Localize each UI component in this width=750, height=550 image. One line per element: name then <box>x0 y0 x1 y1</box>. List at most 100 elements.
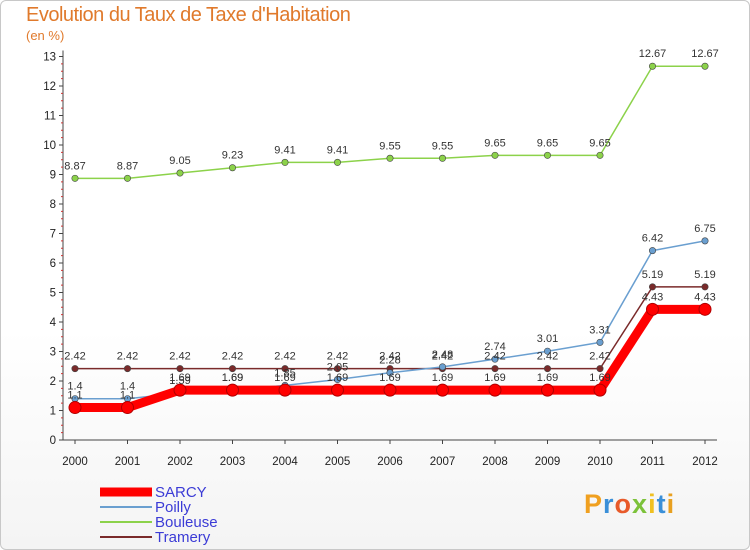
data-point <box>71 174 79 182</box>
data-point <box>491 355 499 363</box>
data-point <box>333 376 341 384</box>
data-point <box>121 401 134 415</box>
x-tick-label: 2012 <box>692 456 718 468</box>
data-label: 1.4 <box>67 381 82 393</box>
data-label: 1.69 <box>327 372 348 384</box>
data-point <box>176 365 184 373</box>
data-point <box>596 365 604 373</box>
legend-label: Tramery <box>155 529 211 546</box>
x-tick-label: 2004 <box>272 456 298 468</box>
data-label: 9.55 <box>379 140 400 152</box>
y-tick-label: 13 <box>43 52 56 64</box>
y-tick-label: 2 <box>50 376 56 388</box>
data-point <box>383 383 397 397</box>
data-point <box>68 401 82 415</box>
data-label: 2.42 <box>327 351 348 363</box>
data-point <box>698 302 712 316</box>
y-tick-label: 8 <box>50 199 56 211</box>
data-point <box>278 383 292 397</box>
data-label: 1.69 <box>484 372 505 384</box>
data-point <box>333 365 341 373</box>
x-tick-label: 2006 <box>377 456 403 468</box>
data-label: 9.65 <box>589 137 610 149</box>
data-point <box>488 383 502 397</box>
data-label: 4.43 <box>642 291 663 303</box>
data-point <box>593 383 607 397</box>
data-label: 9.41 <box>327 144 348 156</box>
data-label: 1.69 <box>222 372 243 384</box>
data-label: 1.69 <box>222 372 243 384</box>
data-label: 6.42 <box>642 233 663 245</box>
data-label: 2.42 <box>64 351 85 363</box>
x-tick-label: 2005 <box>325 456 351 468</box>
series-layer <box>68 62 712 415</box>
data-label: 1.4 <box>120 381 135 393</box>
data-point <box>438 363 446 371</box>
x-tick-label: 2008 <box>482 456 508 468</box>
data-label: 2.42 <box>484 351 505 363</box>
data-label: 2.42 <box>537 351 558 363</box>
y-tick-label: 6 <box>50 258 56 270</box>
data-label: 9.65 <box>537 137 558 149</box>
y-tick-label: 0 <box>50 435 56 447</box>
legend-label: SARCY <box>155 484 207 501</box>
data-point <box>386 369 394 377</box>
data-label: 9.55 <box>432 140 453 152</box>
data-label: 2.42 <box>274 351 295 363</box>
data-label: 1.69 <box>274 372 295 384</box>
data-point <box>701 237 709 245</box>
y-tick-label: 3 <box>50 347 56 359</box>
data-point <box>648 62 656 70</box>
data-point <box>648 247 656 255</box>
data-label: 2.48 <box>432 349 453 361</box>
logo-letter: r <box>603 489 615 519</box>
x-tick-label: 2007 <box>430 456 456 468</box>
data-label: 12.67 <box>639 48 667 60</box>
x-tick-label: 2003 <box>220 456 246 468</box>
data-point <box>491 365 499 373</box>
data-labels-layer: 1.1 1.11.69 1.69 1.69 1.69 1.69 1.69 1.69 1.69 1.… <box>64 48 718 401</box>
y-tick-label: 4 <box>50 317 57 329</box>
data-point <box>281 365 289 373</box>
x-tick-label: 2000 <box>62 456 88 468</box>
data-label: 1.69 <box>432 372 453 384</box>
data-label: 12.67 <box>691 48 719 60</box>
series-bouleuse <box>71 62 709 182</box>
logo-letter: o <box>614 489 633 519</box>
y-tick-label: 10 <box>43 140 56 152</box>
x-tick-label: 2011 <box>640 456 665 468</box>
x-tick-label: 2002 <box>167 456 193 468</box>
y-tick-label: 12 <box>43 81 56 93</box>
data-point <box>281 158 289 166</box>
data-label: 2.28 <box>379 355 400 367</box>
data-point <box>541 383 554 397</box>
data-label: 2.74 <box>484 341 505 353</box>
data-label: 9.23 <box>222 150 243 162</box>
data-label: 4.43 <box>694 291 715 303</box>
data-point <box>701 62 709 70</box>
logo-letter: P <box>584 489 604 519</box>
legend-label: Bouleuse <box>155 514 218 531</box>
data-label: 2.42 <box>117 351 138 363</box>
data-point <box>386 154 394 162</box>
logo-letter: x <box>632 489 649 519</box>
chart-subtitle: (en %) <box>26 28 65 43</box>
chart-title: Evolution du Taux de Taxe d'Habitation <box>26 4 351 26</box>
data-label: 6.75 <box>694 223 715 235</box>
y-tick-label: 7 <box>50 229 56 241</box>
data-point <box>124 174 132 182</box>
data-label: 1.1 <box>120 390 135 402</box>
logo-letter: t <box>656 489 667 519</box>
data-point <box>333 158 341 166</box>
data-label: 8.87 <box>117 160 138 172</box>
data-label: 3.31 <box>589 324 610 336</box>
data-point <box>491 151 499 159</box>
data-point <box>596 151 604 159</box>
logo-letter: i <box>648 489 657 519</box>
data-label: 8.87 <box>64 160 85 172</box>
series-sarcy <box>68 302 712 415</box>
data-label: 9.65 <box>484 137 505 149</box>
data-point <box>229 164 237 172</box>
data-label: 5.19 <box>694 269 715 281</box>
